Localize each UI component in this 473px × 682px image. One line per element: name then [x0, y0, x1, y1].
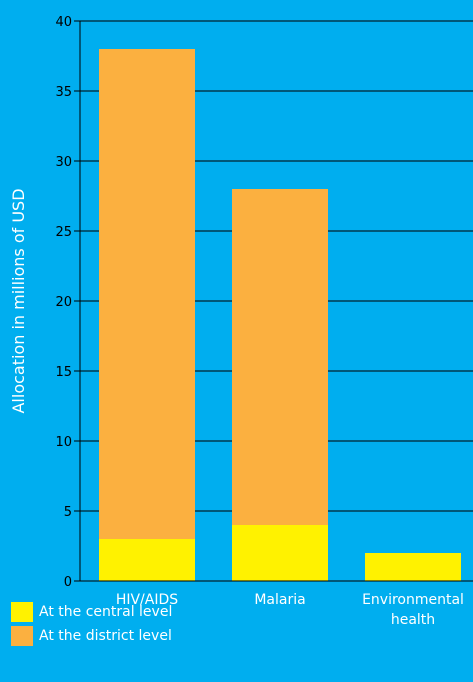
- x-category-label-line: Environmental: [362, 592, 464, 608]
- legend-item-district: At the district level: [11, 626, 172, 646]
- bars: [99, 49, 461, 581]
- legend: At the central level At the district lev…: [11, 602, 172, 650]
- y-tick-label-0: 0: [64, 575, 72, 590]
- x-category-label-2: Environmental health: [362, 592, 464, 628]
- y-tick-labels: 0 5 10 15 20 25 30 35 40: [55, 15, 72, 590]
- x-category-label-line: Malaria: [254, 592, 305, 608]
- x-category-label-line: health: [391, 612, 435, 628]
- bar-hiv-aids-district: [99, 49, 195, 539]
- bar-environmental-health-central: [365, 553, 461, 581]
- x-category-label-line: HIV/AIDS: [116, 592, 178, 608]
- y-tick-label-15: 15: [55, 365, 72, 380]
- bar-malaria-district: [232, 189, 328, 525]
- y-tick-label-20: 20: [55, 295, 72, 310]
- y-tick-label-25: 25: [55, 225, 72, 240]
- legend-swatch-central: [11, 602, 33, 622]
- y-tick-label-40: 40: [55, 15, 72, 30]
- bar-malaria-central: [232, 525, 328, 581]
- y-tick-label-10: 10: [55, 435, 72, 450]
- x-category-label-1: Malaria: [254, 592, 305, 608]
- y-tick-label-5: 5: [64, 505, 72, 520]
- x-category-labels: HIV/AIDS Malaria Environmental health: [116, 592, 464, 628]
- x-category-label-0: HIV/AIDS: [116, 592, 178, 608]
- axes: [74, 20, 473, 582]
- legend-item-central: At the central level: [11, 602, 172, 622]
- y-tick-label-30: 30: [55, 155, 72, 170]
- y-axis-title: Allocation in millions of USD: [9, 188, 28, 413]
- legend-label-district: At the district level: [39, 628, 172, 644]
- y-tick-label-35: 35: [55, 85, 72, 100]
- bar-chart: 0 5 10 15 20 25 30 35 40 HIV/AIDS Malaria Environm…: [9, 15, 473, 628]
- legend-swatch-district: [11, 626, 33, 646]
- bar-hiv-aids-central: [99, 539, 195, 581]
- legend-label-central: At the central level: [39, 604, 173, 620]
